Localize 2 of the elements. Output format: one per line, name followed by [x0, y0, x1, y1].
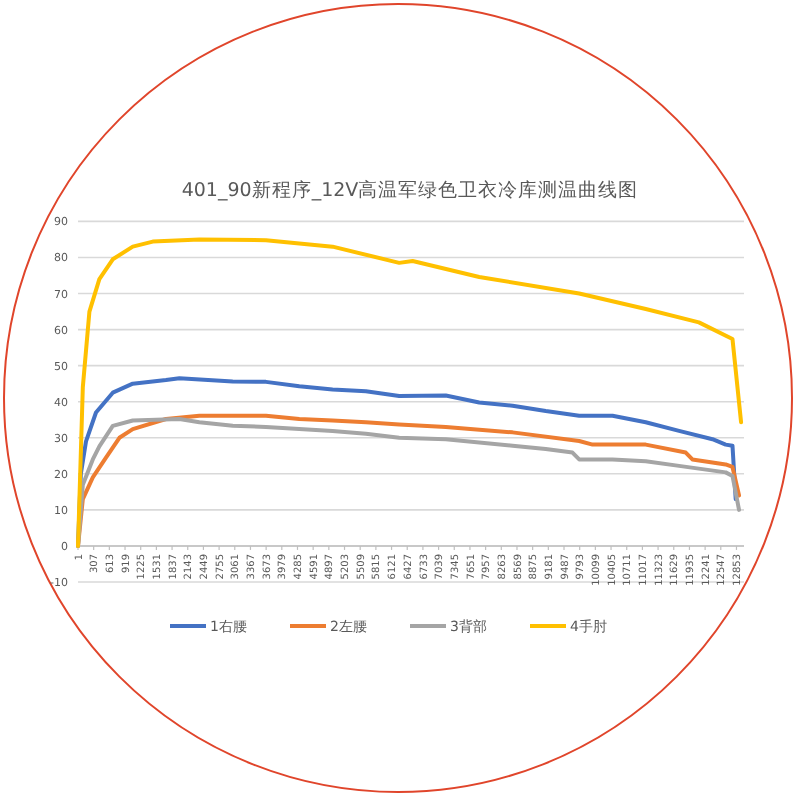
line-series: [76, 237, 744, 548]
chart-title: 401_90新程序_12V高温军绿色卫衣冷库测温曲线图: [181, 178, 639, 202]
